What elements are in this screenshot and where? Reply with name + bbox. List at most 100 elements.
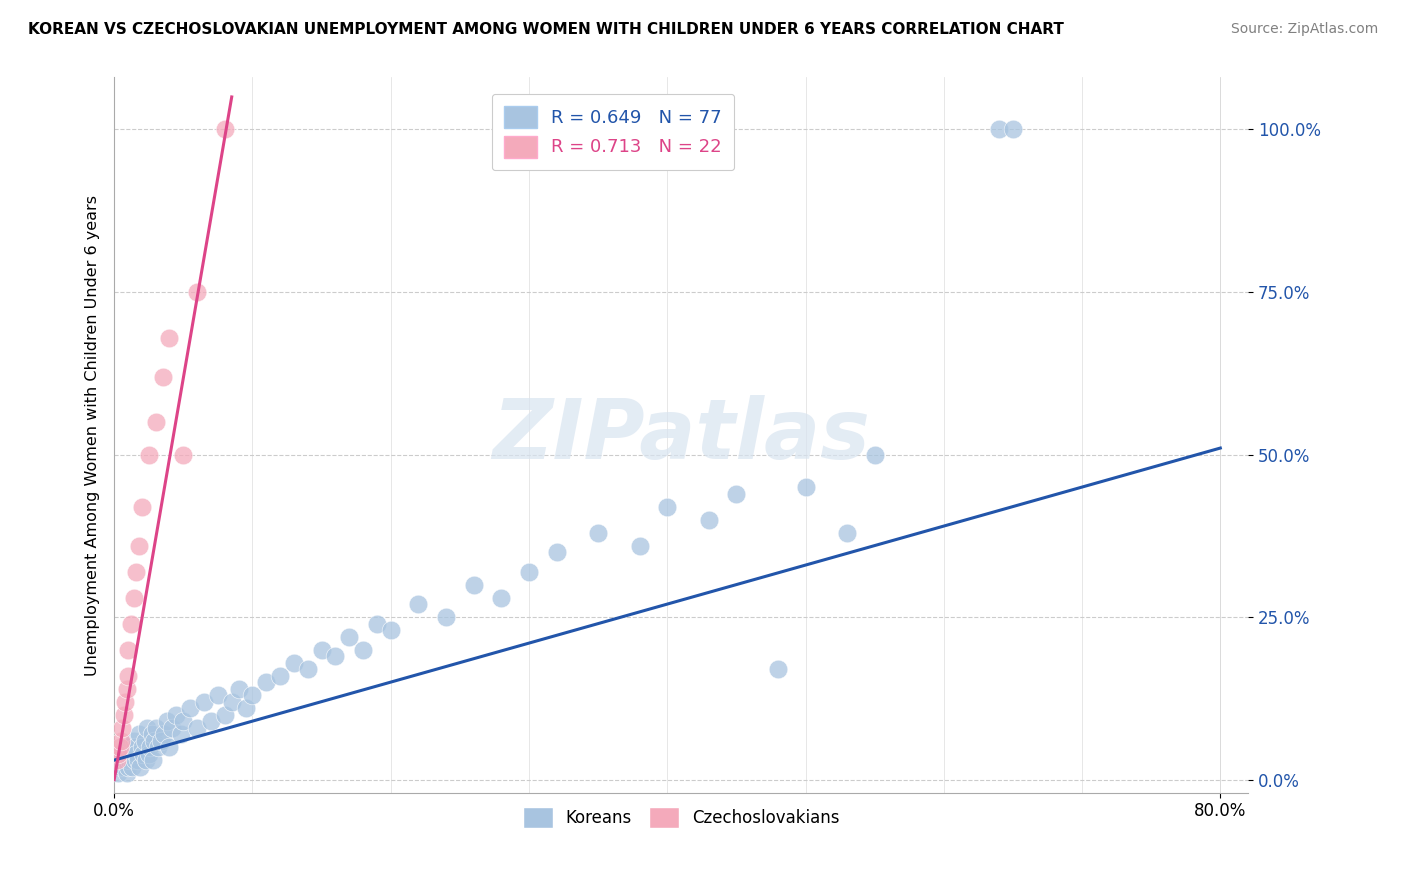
Point xyxy=(697,512,720,526)
Point xyxy=(134,733,156,747)
Point xyxy=(186,721,208,735)
Point xyxy=(118,753,141,767)
Point xyxy=(517,565,540,579)
Point xyxy=(214,707,236,722)
Point xyxy=(142,753,165,767)
Point xyxy=(131,500,153,514)
Point xyxy=(110,733,132,747)
Point xyxy=(254,675,277,690)
Point xyxy=(207,688,229,702)
Point xyxy=(138,448,160,462)
Point xyxy=(115,766,138,780)
Point xyxy=(491,591,513,605)
Point xyxy=(214,122,236,136)
Point xyxy=(122,733,145,747)
Point xyxy=(138,747,160,761)
Point xyxy=(172,714,194,728)
Point xyxy=(988,122,1011,136)
Point xyxy=(794,480,817,494)
Point xyxy=(228,681,250,696)
Point xyxy=(139,740,162,755)
Point xyxy=(129,759,152,773)
Point xyxy=(159,740,181,755)
Point xyxy=(112,707,135,722)
Point xyxy=(148,740,170,755)
Point xyxy=(193,695,215,709)
Point xyxy=(235,701,257,715)
Point xyxy=(117,642,139,657)
Point xyxy=(128,727,150,741)
Point xyxy=(159,330,181,344)
Point xyxy=(121,759,143,773)
Point xyxy=(145,415,167,429)
Point xyxy=(766,662,789,676)
Point xyxy=(242,688,264,702)
Point xyxy=(141,727,163,741)
Point xyxy=(132,747,155,761)
Point xyxy=(1001,122,1024,136)
Point xyxy=(546,545,568,559)
Point xyxy=(162,721,184,735)
Point xyxy=(657,500,679,514)
Point xyxy=(125,747,148,761)
Point xyxy=(366,616,388,631)
Point xyxy=(408,597,430,611)
Point xyxy=(108,753,131,767)
Point xyxy=(111,721,134,735)
Point xyxy=(352,642,374,657)
Point xyxy=(120,616,142,631)
Point xyxy=(115,681,138,696)
Point xyxy=(131,740,153,755)
Point xyxy=(179,701,201,715)
Point xyxy=(111,747,134,761)
Text: KOREAN VS CZECHOSLOVAKIAN UNEMPLOYMENT AMONG WOMEN WITH CHILDREN UNDER 6 YEARS C: KOREAN VS CZECHOSLOVAKIAN UNEMPLOYMENT A… xyxy=(28,22,1064,37)
Point xyxy=(863,448,886,462)
Point xyxy=(117,759,139,773)
Point xyxy=(128,539,150,553)
Point xyxy=(127,753,149,767)
Point xyxy=(112,759,135,773)
Point xyxy=(143,733,166,747)
Point xyxy=(325,649,347,664)
Point xyxy=(269,668,291,682)
Point xyxy=(120,747,142,761)
Y-axis label: Unemployment Among Women with Children Under 6 years: Unemployment Among Women with Children U… xyxy=(86,194,100,675)
Point xyxy=(169,727,191,741)
Point xyxy=(200,714,222,728)
Point xyxy=(114,753,136,767)
Point xyxy=(135,753,157,767)
Point xyxy=(628,539,651,553)
Point xyxy=(117,740,139,755)
Point xyxy=(186,285,208,299)
Point xyxy=(105,759,128,773)
Point xyxy=(105,753,128,767)
Point xyxy=(221,695,243,709)
Point xyxy=(283,656,305,670)
Point xyxy=(165,707,187,722)
Point xyxy=(835,525,858,540)
Point xyxy=(380,623,402,637)
Text: ZIPatlas: ZIPatlas xyxy=(492,394,870,475)
Point xyxy=(136,721,159,735)
Point xyxy=(124,740,146,755)
Point xyxy=(725,486,748,500)
Legend: Koreans, Czechoslovakians: Koreans, Czechoslovakians xyxy=(516,801,846,834)
Point xyxy=(152,369,174,384)
Point xyxy=(172,448,194,462)
Point xyxy=(110,759,132,773)
Point xyxy=(107,766,129,780)
Point xyxy=(107,747,129,761)
Point xyxy=(150,733,173,747)
Point xyxy=(114,695,136,709)
Text: Source: ZipAtlas.com: Source: ZipAtlas.com xyxy=(1230,22,1378,37)
Point xyxy=(153,727,176,741)
Point xyxy=(337,630,360,644)
Point xyxy=(122,591,145,605)
Point xyxy=(156,714,179,728)
Point xyxy=(145,721,167,735)
Point xyxy=(297,662,319,676)
Point xyxy=(463,577,485,591)
Point xyxy=(117,668,139,682)
Point xyxy=(124,753,146,767)
Point xyxy=(125,565,148,579)
